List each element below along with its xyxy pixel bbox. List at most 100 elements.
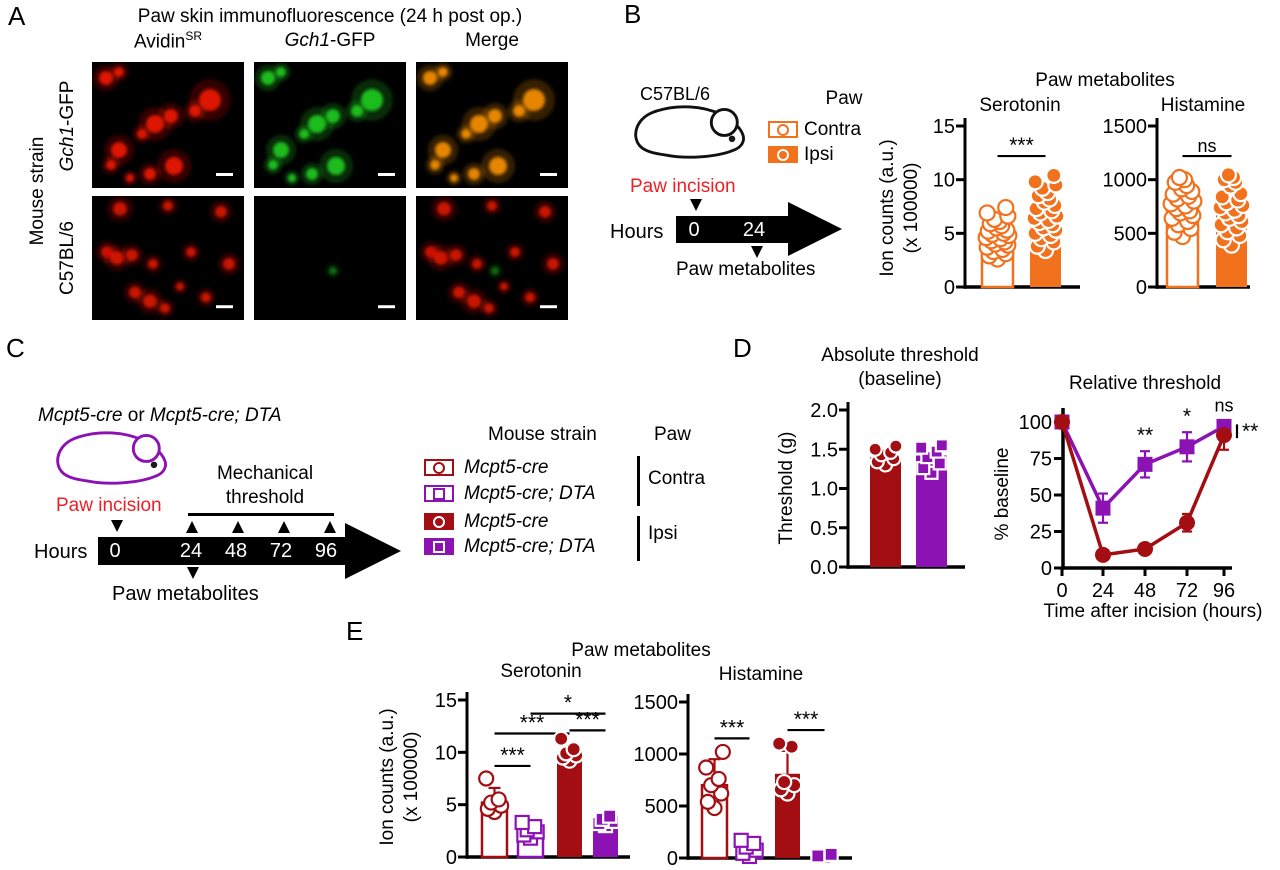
micrograph-gfp-gch1gfp [254,62,406,188]
circle-marker-icon [433,461,445,474]
panel-a-col-header-avidin: AvidinSR [133,29,203,53]
mouse-icon [634,105,745,159]
panel-b-charts-title: Paw metabolites [1035,70,1175,91]
panel-b-serotonin-title: Serotonin [979,95,1061,116]
svg-text:5: 5 [944,223,955,245]
panel-c-mechanical-threshold-label: Mechanical threshold [216,463,314,508]
timeline-tick-24: 24 [742,219,766,241]
svg-text:***: *** [520,711,545,734]
panel-b-legend-ipsi: Ipsi [804,144,834,165]
chart-b-serotonin: 0 5 10 15 *** [933,116,1080,299]
svg-text:0: 0 [446,847,457,869]
svg-text:0.5: 0.5 [810,518,838,540]
panel-a-title: Paw skin immunofluorescence (24 h post o… [137,6,523,27]
panel-d-rel-xlabel: Time after incision (hours) [1043,601,1263,622]
mouse-eye [728,135,736,143]
timeline-tick-72: 72 [269,540,293,562]
legend-symbol-mcpt5cre-ipsi-icon [424,513,454,530]
chart-d-absolute: 0.0 0.5 1.0 1.5 2.0 [810,400,965,579]
scale-bar [378,305,395,309]
svg-text:***: *** [720,716,745,739]
incision-arrowhead-icon [111,520,123,532]
svg-text:***: *** [500,744,525,767]
panel-b-timeline-arrowhead-icon [788,202,842,256]
mouse-eye [150,461,158,469]
svg-text:500: 500 [1114,223,1147,245]
svg-text:500: 500 [645,796,678,818]
threshold-arrowhead-96-icon [324,521,336,533]
svg-text:**: ** [1242,420,1258,443]
svg-text:5: 5 [446,795,457,817]
svg-text:1500: 1500 [634,692,679,714]
legend-symbol-dta-ipsi-icon [424,538,454,555]
panel-b-legend-title: Paw [825,88,863,109]
svg-text:25: 25 [1030,522,1052,544]
panel-e-serotonin-title: Serotonin [500,661,582,682]
panel-d-rel-title: Relative threshold [1068,373,1222,394]
scale-bar [216,305,233,309]
chart-b-histamine: 0 500 1000 1500 ns [1103,116,1252,299]
svg-text:48: 48 [1134,580,1156,602]
svg-text:1000: 1000 [1103,170,1148,192]
panel-d-abs-title-line2: (baseline) [858,369,942,390]
micrograph-avidin-c57 [92,196,244,320]
legend-group-bar-contra [637,456,640,506]
panel-d-abs-title-line1: Absolute threshold [821,345,979,366]
micrograph-gfp-c57 [254,196,406,320]
svg-text:1500: 1500 [1103,116,1148,138]
legend-symbol-ipsi-icon [768,146,798,163]
svg-text:75: 75 [1030,449,1052,471]
panel-b-metabolites-label: Paw metabolites [676,259,816,280]
svg-text:*: * [564,692,572,715]
threshold-arrowhead-24-icon [186,521,198,533]
panel-e-histamine-title: Histamine [718,664,804,685]
svg-text:1.5: 1.5 [810,439,838,461]
legend-symbol-mcpt5cre-contra-icon [424,459,454,476]
circle-marker-icon [433,515,445,528]
panel-b-strain-label: C57BL/6 [640,84,711,104]
timeline-tick-24: 24 [179,540,203,562]
panel-d-label: D [733,333,752,363]
legend-label-mcpt5cre-contra: Mcpt5-cre [464,457,549,478]
threshold-bracket-line [188,513,334,516]
threshold-arrowhead-72-icon [278,521,290,533]
panel-b-label: B [624,0,642,29]
scale-bar [540,173,557,176]
svg-text:100: 100 [1019,412,1052,434]
panel-c-title: Mcpt5-cre or Mcpt5-cre; DTA [38,405,282,426]
panel-b-incision-label: Paw incision [630,176,736,197]
svg-text:15: 15 [435,690,457,712]
panel-e-title: Paw metabolites [571,640,711,661]
svg-text:0: 0 [667,848,678,870]
panel-a-col-header-gch1: Gch1-GFP [284,30,376,51]
panel-c-hours-label: Hours [34,541,88,563]
svg-text:0.0: 0.0 [810,557,838,579]
svg-text:***: *** [575,708,600,731]
micrograph-merge-gch1gfp [416,62,568,188]
chart-e-histamine: 0 500 1000 1500 *** *** [634,692,852,870]
micrograph-merge-c57 [416,196,568,320]
panel-b-timeline-bar [676,216,789,243]
panel-a-label: A [8,1,26,31]
incision-arrowhead-icon [690,199,702,211]
panel-b-hours-label: Hours [610,221,664,243]
panel-b-histamine-title: Histamine [1160,95,1246,116]
panel-c-metabolites-label: Paw metabolites [112,583,259,605]
mouse-ear [709,108,739,137]
svg-text:*: * [1183,405,1191,428]
svg-text:1000: 1000 [634,744,679,766]
panel-e-label: E [346,616,364,646]
mouse-ear [131,434,161,463]
svg-text:***: *** [1009,134,1034,157]
metabolites-arrowhead-icon [751,246,763,258]
svg-text:72: 72 [1176,580,1198,602]
svg-text:0: 0 [1056,580,1067,602]
scale-bar [216,173,233,176]
legend-paw-header: Paw [654,424,691,445]
legend-group-contra: Contra [648,468,706,489]
legend-label-dta-contra: Mcpt5-cre; DTA [464,483,596,504]
